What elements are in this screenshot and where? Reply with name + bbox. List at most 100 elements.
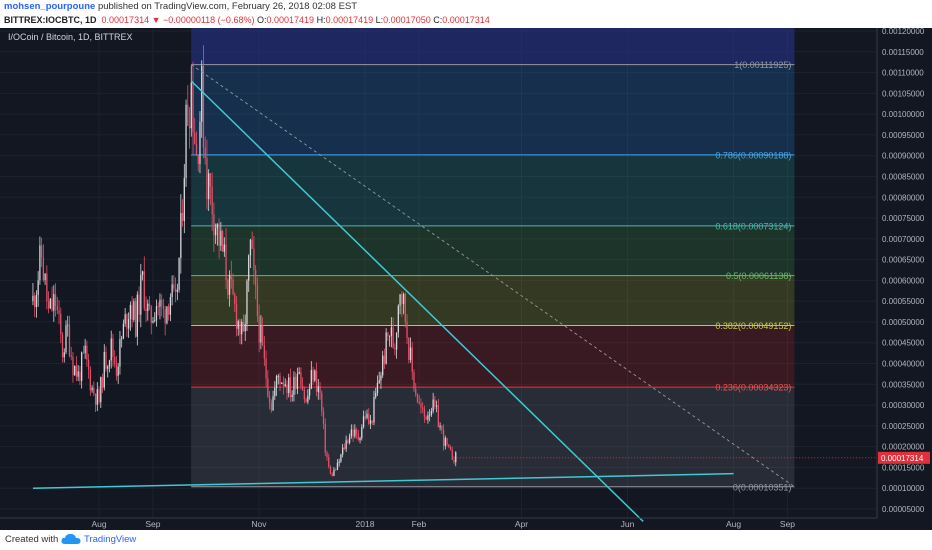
candle-body <box>126 314 128 329</box>
candle-body <box>432 399 434 412</box>
candle-body <box>427 415 429 420</box>
candle-body <box>51 298 53 311</box>
candle-body <box>228 274 231 295</box>
candle-body <box>418 402 420 404</box>
candle-body <box>435 405 438 407</box>
candle-body <box>322 411 325 424</box>
price-tick-label: 0.00075000 <box>882 214 925 223</box>
price-tick-label: 0.00085000 <box>882 172 925 181</box>
candle-body <box>159 299 161 307</box>
candle-body <box>53 294 55 311</box>
candle-body <box>87 359 90 370</box>
tradingview-brand[interactable]: TradingView <box>84 534 137 545</box>
candle-body <box>77 371 79 377</box>
candle-body <box>375 392 377 398</box>
candle-body <box>444 437 446 446</box>
candle-body <box>274 387 276 397</box>
candle-body <box>47 301 50 309</box>
candle-body <box>397 305 399 333</box>
candle-body <box>455 452 457 463</box>
candle-body <box>439 425 441 428</box>
fib-zone <box>191 154 795 226</box>
candle-body <box>227 279 229 295</box>
trendlines[interactable] <box>32 64 795 523</box>
fib-level-label: 0.236(0.00034323) <box>715 383 791 393</box>
candle-body <box>425 416 427 420</box>
candle-body <box>208 173 210 200</box>
symbol-label: BITTREX:IOCBTC, 1D <box>4 15 97 25</box>
candle-body <box>154 320 156 322</box>
candle-body <box>270 402 272 411</box>
candle-body <box>289 377 292 397</box>
candle-body <box>312 370 314 381</box>
last-price-marker: 0.00017314 <box>457 451 930 464</box>
time-tick-label: 2018 <box>356 519 375 529</box>
price-tick-label: 0.00045000 <box>882 339 925 348</box>
candle-body <box>281 382 283 384</box>
candle-body <box>357 433 359 440</box>
candle-body <box>355 429 358 434</box>
candle-body <box>286 384 288 394</box>
time-tick-label: Nov <box>251 519 267 529</box>
candle-body <box>291 394 293 397</box>
last-price-tag <box>878 451 930 464</box>
candle-body <box>148 303 151 307</box>
price-axis-background <box>877 28 932 530</box>
candle-body <box>380 375 382 381</box>
candle-body <box>122 323 125 339</box>
candle-body <box>150 306 152 323</box>
candle-body <box>134 301 137 337</box>
candle-body <box>98 389 100 403</box>
candle-body <box>336 462 339 470</box>
candle-body <box>86 345 88 360</box>
candle-body <box>119 339 121 367</box>
candle-body <box>343 447 346 449</box>
candle-body <box>40 245 43 258</box>
down-arrow-icon: ▼ <box>151 15 161 25</box>
candle-body <box>411 347 413 373</box>
candle-body <box>84 345 86 353</box>
candle-body <box>91 387 93 391</box>
fib-zone <box>191 64 795 155</box>
candle-body <box>129 304 132 320</box>
fib-level-label: 1(0.00111925) <box>734 60 791 70</box>
candle-body <box>253 248 255 270</box>
candle-body <box>124 314 126 324</box>
fib-zone <box>191 325 795 388</box>
candle-body <box>171 284 173 298</box>
candle-body <box>68 324 71 356</box>
candle-body <box>74 365 76 376</box>
candle-body <box>422 407 424 409</box>
tradingview-cloud-icon <box>61 533 81 544</box>
candle-body <box>251 239 253 249</box>
candle-body <box>331 473 333 476</box>
candle-body <box>402 293 405 305</box>
candle-body <box>347 440 349 443</box>
candle-body <box>361 427 363 438</box>
time-tick-label: Sep <box>780 519 795 529</box>
candle-body <box>112 338 114 358</box>
time-tick-label: Sep <box>145 519 160 529</box>
price-tick-label: 0.00025000 <box>882 422 925 431</box>
candle-body <box>202 65 205 148</box>
candle-body <box>446 437 448 445</box>
candle-body <box>244 323 246 332</box>
candle-body <box>63 352 65 358</box>
candle-body <box>168 306 170 315</box>
candle-body <box>67 324 69 326</box>
candle-body <box>237 321 239 329</box>
author-link[interactable]: mohsen_pourpoune <box>4 1 96 12</box>
candle-body <box>369 420 372 424</box>
candle-body <box>185 104 187 179</box>
candle-body <box>246 280 248 324</box>
candle-body <box>181 213 184 221</box>
time-axis[interactable]: Aug Sep Nov 2018 Feb Apr Jun Aug Sep <box>91 519 795 529</box>
price-chart[interactable]: 1(0.00111925) 0.786(0.00090188) 0.618(0.00… <box>0 28 932 530</box>
created-with-text: Created with <box>5 534 59 545</box>
candle-body <box>352 429 354 437</box>
price-axis[interactable]: 0.00120000 0.00115000 0.00110000 0.00105000… <box>882 28 925 514</box>
fibonacci-retracement[interactable]: 1(0.00111925) 0.786(0.00090188) 0.618(0.00… <box>191 28 795 492</box>
candle-body <box>258 316 260 343</box>
fib-trend-dashed-line <box>190 64 795 488</box>
candle-body <box>394 347 396 350</box>
